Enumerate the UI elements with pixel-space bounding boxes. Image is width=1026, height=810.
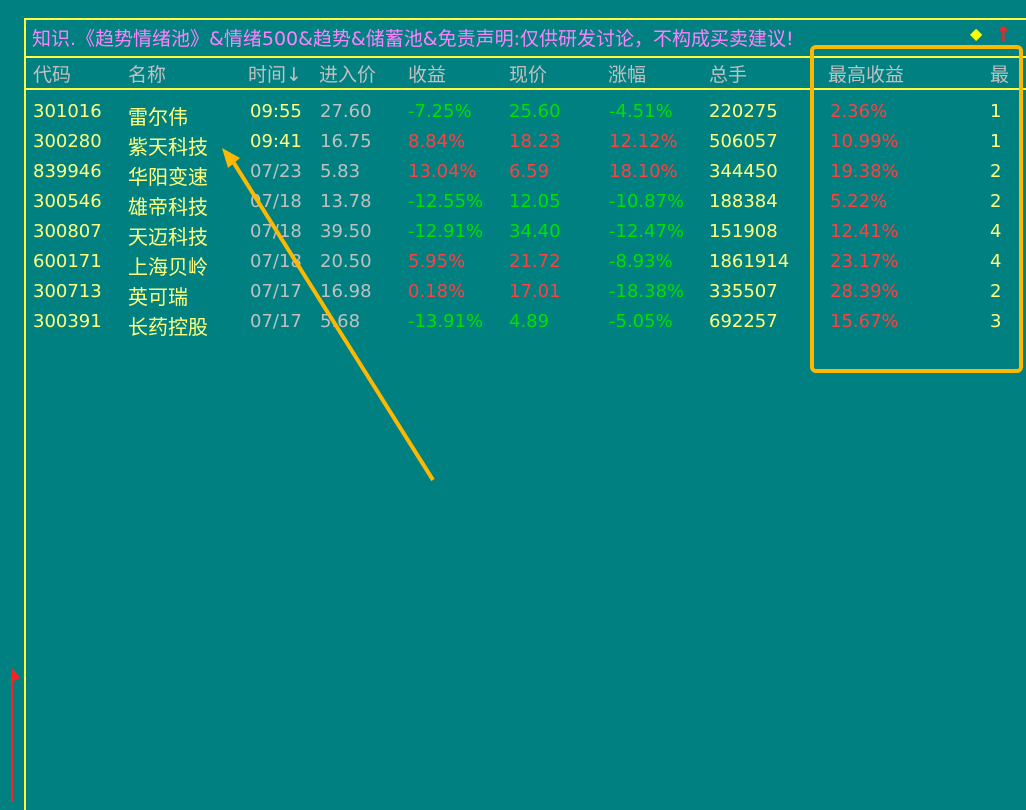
column-header[interactable]: 名称: [128, 64, 167, 86]
cell-name: 华阳变速: [128, 165, 208, 189]
cell-chg: 18.10%: [609, 161, 678, 182]
column-header[interactable]: 最: [990, 64, 1010, 86]
cell-time: 09:41: [250, 131, 302, 152]
cell-chg: 12.12%: [609, 131, 678, 152]
cell-name: 天迈科技: [128, 225, 208, 249]
column-header[interactable]: 最高收益: [828, 64, 905, 86]
cell-chg: -10.87%: [609, 191, 685, 212]
cell-name: 英可瑞: [128, 285, 188, 309]
cell-gain: -7.25%: [408, 101, 472, 122]
cell-chg: -18.38%: [609, 281, 685, 302]
cell-max: 15.67%: [830, 311, 899, 332]
cell-vol: 151908: [709, 221, 778, 242]
cell-vol: 335507: [709, 281, 778, 302]
cell-price: 6.59: [509, 161, 550, 182]
cell-code: 301016: [33, 101, 102, 122]
column-header[interactable]: 现价: [509, 64, 548, 86]
cell-name: 上海贝岭: [128, 255, 208, 279]
cell-n: 2: [990, 161, 1002, 182]
cell-vol: 692257: [709, 311, 778, 332]
cell-name: 雷尔伟: [128, 105, 188, 129]
cell-max: 2.36%: [830, 101, 888, 122]
cell-price: 4.89: [509, 311, 550, 332]
column-header[interactable]: 收益: [408, 64, 447, 86]
cell-n: 3: [990, 311, 1002, 332]
cell-time: 07/17: [250, 311, 302, 332]
cell-n: 2: [990, 191, 1002, 212]
cell-vol: 188384: [709, 191, 778, 212]
cell-entry: 20.50: [320, 251, 372, 272]
cell-vol: 220275: [709, 101, 778, 122]
diamond-icon[interactable]: ◆: [970, 24, 983, 43]
cell-name: 雄帝科技: [128, 195, 208, 219]
cell-price: 21.72: [509, 251, 561, 272]
cell-gain: 0.18%: [408, 281, 466, 302]
cell-n: 2: [990, 281, 1002, 302]
divider: [24, 88, 1026, 90]
cell-chg: -8.93%: [609, 251, 673, 272]
cell-time: 09:55: [250, 101, 302, 122]
cell-max: 28.39%: [830, 281, 899, 302]
cell-vol: 1861914: [709, 251, 790, 272]
cell-n: 1: [990, 131, 1002, 152]
cell-entry: 13.78: [320, 191, 372, 212]
divider: [24, 56, 1026, 58]
cell-time: 07/23: [250, 161, 302, 182]
cell-entry: 16.75: [320, 131, 372, 152]
cell-max: 19.38%: [830, 161, 899, 182]
page-title: 知识.《趋势情绪池》&情绪500&趋势&储蓄池&免责声明:仅供研发讨论，不构成买…: [32, 28, 794, 50]
cell-chg: -5.05%: [609, 311, 673, 332]
column-header[interactable]: 代码: [33, 64, 72, 86]
cell-code: 300713: [33, 281, 102, 302]
cell-gain: -12.91%: [408, 221, 484, 242]
cell-code: 300807: [33, 221, 102, 242]
cell-entry: 27.60: [320, 101, 372, 122]
cell-max: 5.22%: [830, 191, 888, 212]
highlight-box: [810, 45, 1023, 373]
cell-gain: 5.95%: [408, 251, 466, 272]
window-frame: [24, 18, 1026, 810]
cell-code: 600171: [33, 251, 102, 272]
cell-price: 25.60: [509, 101, 561, 122]
cell-price: 12.05: [509, 191, 561, 212]
column-header[interactable]: 时间↓: [248, 64, 302, 86]
cell-entry: 39.50: [320, 221, 372, 242]
column-header[interactable]: 涨幅: [608, 64, 647, 86]
cell-name: 长药控股: [128, 315, 208, 339]
cell-gain: 13.04%: [408, 161, 477, 182]
cell-chg: -12.47%: [609, 221, 685, 242]
cell-n: 4: [990, 251, 1002, 272]
cell-time: 07/18: [250, 251, 302, 272]
cell-time: 07/17: [250, 281, 302, 302]
cell-name: 紫天科技: [128, 135, 208, 159]
cell-code: 300391: [33, 311, 102, 332]
cell-entry: 5.83: [320, 161, 361, 182]
cell-chg: -4.51%: [609, 101, 673, 122]
column-header[interactable]: 进入价: [319, 64, 377, 86]
cell-max: 10.99%: [830, 131, 899, 152]
cell-price: 34.40: [509, 221, 561, 242]
cell-price: 18.23: [509, 131, 561, 152]
cell-code: 300280: [33, 131, 102, 152]
cell-vol: 344450: [709, 161, 778, 182]
cell-max: 23.17%: [830, 251, 899, 272]
cell-max: 12.41%: [830, 221, 899, 242]
cell-price: 17.01: [509, 281, 561, 302]
cell-entry: 16.98: [320, 281, 372, 302]
cell-gain: -12.55%: [408, 191, 484, 212]
cell-gain: 8.84%: [408, 131, 466, 152]
cell-n: 1: [990, 101, 1002, 122]
cell-gain: -13.91%: [408, 311, 484, 332]
cell-n: 4: [990, 221, 1002, 242]
cell-code: 839946: [33, 161, 102, 182]
cell-vol: 506057: [709, 131, 778, 152]
arrow-up-icon[interactable]: ↑: [995, 22, 1012, 46]
cell-code: 300546: [33, 191, 102, 212]
column-header[interactable]: 总手: [709, 64, 748, 86]
